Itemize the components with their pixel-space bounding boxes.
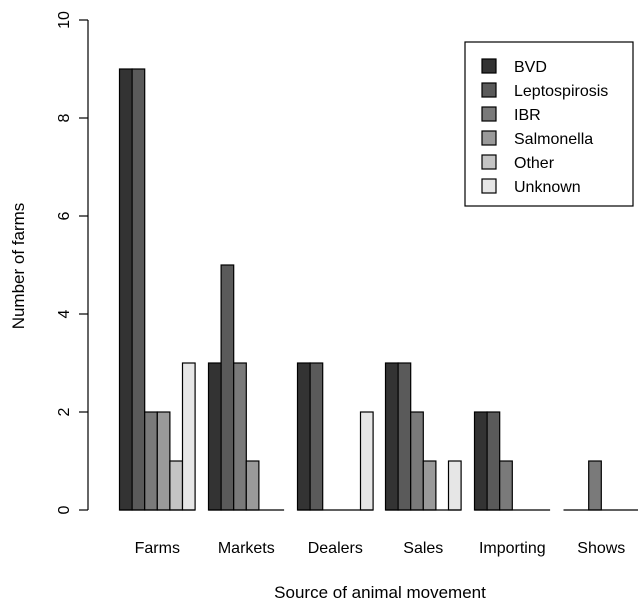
bar-farms-unknown: [181, 362, 196, 511]
x-tick-label: Dealers: [308, 540, 363, 557]
y-tick-label: 2: [56, 407, 73, 416]
bar-sales-bvd: [384, 362, 399, 511]
bar-group-sales: [384, 362, 462, 511]
bar-farms-bvd: [118, 68, 133, 511]
bar-importing-bvd: [473, 411, 488, 511]
legend-swatch: [481, 58, 497, 74]
bar-sales-leptospirosis: [397, 362, 412, 511]
bar-importing-ibr: [499, 460, 513, 511]
x-tick-label: Farms: [135, 540, 180, 557]
bar-dealers-leptospirosis: [309, 362, 324, 511]
x-tick-label: Sales: [403, 540, 443, 557]
legend-label: Leptospirosis: [514, 83, 608, 100]
x-tick-label: Importing: [479, 540, 546, 557]
bar-dealers-bvd: [296, 362, 311, 511]
legend-swatch: [481, 106, 497, 122]
legend: BVD Leptospirosis IBR Salmonella Other Unknow…: [464, 41, 634, 207]
bar-group-shows: [563, 460, 638, 511]
bar-group-dealers: [296, 362, 374, 511]
legend-label: BVD: [514, 59, 547, 76]
legend-swatch: [481, 154, 497, 170]
legend-label: Other: [514, 155, 555, 172]
bar-farms-leptospirosis: [131, 68, 146, 511]
bar-farms-ibr: [144, 411, 158, 511]
legend-swatch: [481, 130, 497, 146]
bar-sales-ibr: [410, 411, 424, 511]
bar-markets-ibr: [233, 362, 247, 511]
x-tick-label: Shows: [577, 540, 625, 557]
x-tick-label: Markets: [218, 540, 275, 557]
y-axis: 0 2 4 6 8 10: [56, 11, 89, 514]
y-tick-label: 8: [56, 113, 73, 122]
legend-swatch: [481, 178, 497, 194]
bar-farms-salmonella: [156, 411, 171, 511]
legend-label: Unknown: [514, 179, 581, 196]
legend-label: Salmonella: [514, 131, 593, 148]
plot-area: [118, 68, 638, 511]
legend-label: IBR: [514, 107, 541, 124]
bar-group-farms: [118, 68, 196, 511]
x-axis-title: Source of animal movement: [274, 583, 486, 602]
bar-group-markets: [207, 264, 285, 511]
legend-swatch: [481, 82, 497, 98]
bar-markets-leptospirosis: [220, 264, 235, 511]
bar-dealers-unknown: [359, 411, 374, 511]
y-axis-title: Number of farms: [9, 203, 28, 330]
bar-markets-bvd: [207, 362, 222, 511]
y-tick-label: 10: [56, 11, 73, 29]
bar-importing-leptospirosis: [486, 411, 501, 511]
x-axis-labels: Farms Markets Dealers Sales Importing Shows: [135, 540, 626, 557]
bar-sales-salmonella: [422, 460, 437, 511]
y-tick-label: 4: [56, 309, 73, 318]
bar-markets-salmonella: [245, 460, 260, 511]
bar-sales-unknown: [447, 460, 462, 511]
y-tick-label: 6: [56, 211, 73, 220]
bar-shows-ibr: [588, 460, 602, 511]
bar-group-importing: [473, 411, 551, 511]
y-tick-label: 0: [56, 505, 73, 514]
bar-farms-other: [169, 460, 184, 511]
